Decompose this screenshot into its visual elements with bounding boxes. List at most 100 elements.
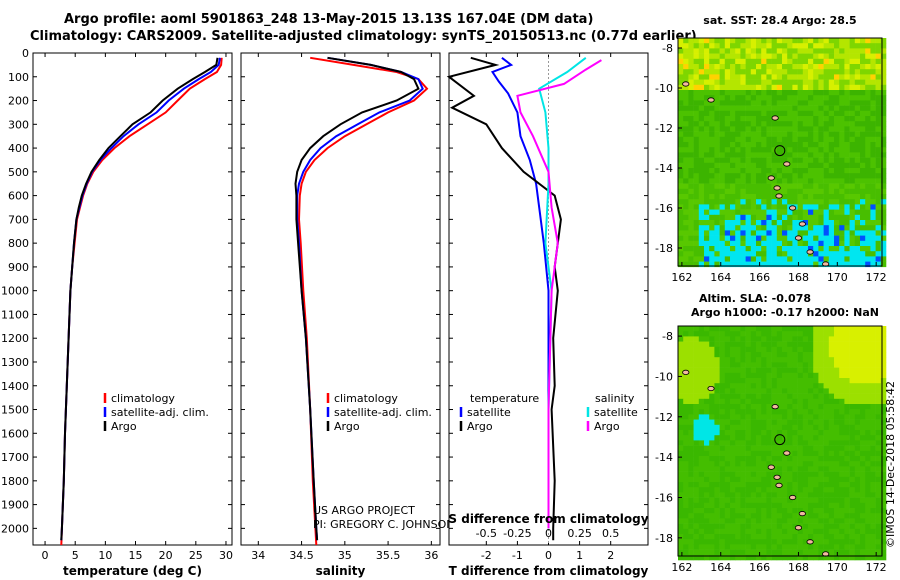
map-cell	[839, 147, 845, 153]
map-cell	[818, 69, 824, 75]
map-cell	[730, 105, 736, 112]
map-cell	[750, 362, 757, 368]
map-cell	[750, 419, 757, 426]
map-cell	[683, 450, 689, 457]
map-cell	[870, 173, 876, 179]
map-cell	[844, 43, 850, 49]
map-cell	[797, 84, 804, 91]
map-cell	[724, 225, 731, 231]
map-cell	[714, 456, 720, 462]
map-cell	[714, 90, 720, 96]
map-cell	[693, 64, 700, 70]
map-cell	[860, 466, 866, 472]
map-cell	[823, 95, 830, 101]
map-cell	[849, 84, 856, 91]
map-cell	[756, 362, 762, 368]
map-cell	[865, 482, 871, 488]
map-cell	[782, 341, 788, 348]
map-x-tick-label: 164	[710, 561, 731, 574]
map-cell	[865, 492, 871, 498]
map-cell	[714, 378, 720, 384]
map-cell	[880, 487, 887, 493]
map-cell	[808, 497, 814, 504]
map-cell	[750, 162, 757, 169]
map-cell	[766, 204, 772, 210]
map-cell	[750, 513, 757, 519]
map-cell	[693, 482, 700, 488]
map-cell	[844, 414, 850, 420]
map-cell	[880, 398, 887, 405]
map-cell	[854, 136, 861, 143]
map-cell	[709, 466, 715, 472]
map-cell	[865, 157, 871, 164]
map-cell	[693, 341, 700, 348]
map-cell	[880, 95, 887, 101]
map-cell	[704, 554, 710, 561]
map-cell	[813, 404, 819, 410]
map-cell	[704, 214, 710, 221]
map-cell	[750, 246, 757, 252]
map-cell	[771, 424, 778, 431]
map-cell	[828, 367, 835, 374]
map-cell	[792, 419, 798, 426]
map-cell	[740, 188, 746, 195]
map-cell	[844, 544, 850, 550]
map-cell	[880, 346, 887, 353]
map-cell	[756, 183, 762, 190]
map-cell	[740, 126, 746, 132]
map-cell	[704, 69, 710, 75]
map-cell	[797, 482, 804, 488]
map-cell	[818, 362, 824, 368]
map-cell	[787, 393, 793, 400]
map-cell	[693, 48, 700, 54]
map-cell	[719, 372, 726, 379]
map-cell	[719, 121, 726, 127]
map-cell	[787, 48, 793, 54]
map-cell	[683, 372, 689, 379]
map-cell	[698, 471, 705, 478]
map-cell	[792, 450, 798, 457]
map-cell	[750, 105, 757, 112]
map-cell	[792, 131, 798, 138]
map-cell	[865, 38, 871, 44]
map-cell	[683, 220, 689, 226]
legend-label: satellite	[467, 406, 511, 419]
map-cell	[875, 152, 882, 158]
map-cell	[813, 482, 819, 488]
map-cell	[761, 261, 767, 268]
map-cell	[792, 183, 798, 190]
map-cell	[724, 518, 731, 524]
map-cell	[745, 534, 752, 540]
map-cell	[719, 539, 726, 545]
map-cell	[865, 487, 871, 493]
map-cell	[740, 544, 746, 550]
map-cell	[808, 147, 814, 153]
map-cell	[813, 194, 819, 200]
map-cell	[839, 544, 845, 550]
map-cell	[782, 240, 788, 247]
map-cell	[792, 152, 798, 158]
map-cell	[865, 194, 871, 200]
map-cell	[792, 225, 798, 231]
map-cell	[823, 131, 830, 138]
map-cell	[698, 162, 705, 169]
map-cell	[714, 126, 720, 132]
map-cell	[693, 383, 700, 389]
map-cell	[766, 64, 772, 70]
map-cell	[766, 194, 772, 200]
map-cell	[870, 220, 876, 226]
map-cell	[839, 435, 845, 441]
map-cell	[745, 38, 752, 44]
map-cell	[745, 326, 752, 332]
map-cell	[849, 440, 856, 446]
map-cell	[875, 409, 882, 415]
map-cell	[860, 554, 866, 561]
map-cell	[776, 414, 783, 420]
map-cell	[865, 58, 871, 65]
map-cell	[849, 528, 856, 535]
map-cell	[828, 482, 835, 488]
map-cell	[761, 152, 767, 158]
map-cell	[844, 471, 850, 478]
map-cell	[828, 38, 835, 44]
map-cell	[782, 121, 788, 127]
